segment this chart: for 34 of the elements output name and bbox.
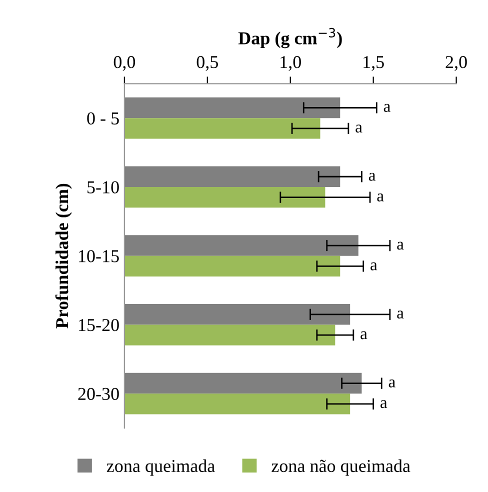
bar xyxy=(124,324,336,346)
data-label: a xyxy=(397,310,404,319)
data-label: a xyxy=(360,331,368,340)
bar xyxy=(124,304,350,325)
bar xyxy=(124,372,362,394)
y-tick-label: 0 - 5 xyxy=(87,112,119,125)
bar xyxy=(124,394,350,414)
x-tick-label: 1,5 xyxy=(364,56,384,71)
data-label: a xyxy=(397,242,404,250)
bar xyxy=(124,186,326,208)
data-label: a xyxy=(377,193,384,202)
data-label: a xyxy=(380,400,388,408)
x-axis-title: Dap (g cm$^{−3}$) xyxy=(238,28,342,48)
x-tick-label: 2,0 xyxy=(446,56,467,71)
x-tick-label: 0,0 xyxy=(114,56,136,71)
x-tick-label: 1,0 xyxy=(280,56,301,71)
bar xyxy=(124,235,358,256)
bar xyxy=(124,97,340,118)
legend-label: zona queimada xyxy=(106,459,215,476)
y-tick-label: 10-15 xyxy=(79,250,119,262)
data-label: a xyxy=(388,379,396,388)
y-axis-title: Profundidade (cm) xyxy=(55,184,72,328)
y-tick-label: 5-10 xyxy=(88,181,119,194)
y-tick-label: 15-20 xyxy=(79,318,119,332)
data-label: a xyxy=(368,172,376,181)
y-tick-label: 20-30 xyxy=(78,388,119,400)
bar xyxy=(124,166,340,187)
bar xyxy=(124,256,340,277)
legend-label: zona não queimada xyxy=(272,459,410,476)
data-label: a xyxy=(384,104,390,112)
bar xyxy=(124,118,320,139)
x-tick-label: 0,5 xyxy=(196,56,218,71)
data-label: a xyxy=(356,124,362,133)
data-label: a xyxy=(370,262,378,270)
